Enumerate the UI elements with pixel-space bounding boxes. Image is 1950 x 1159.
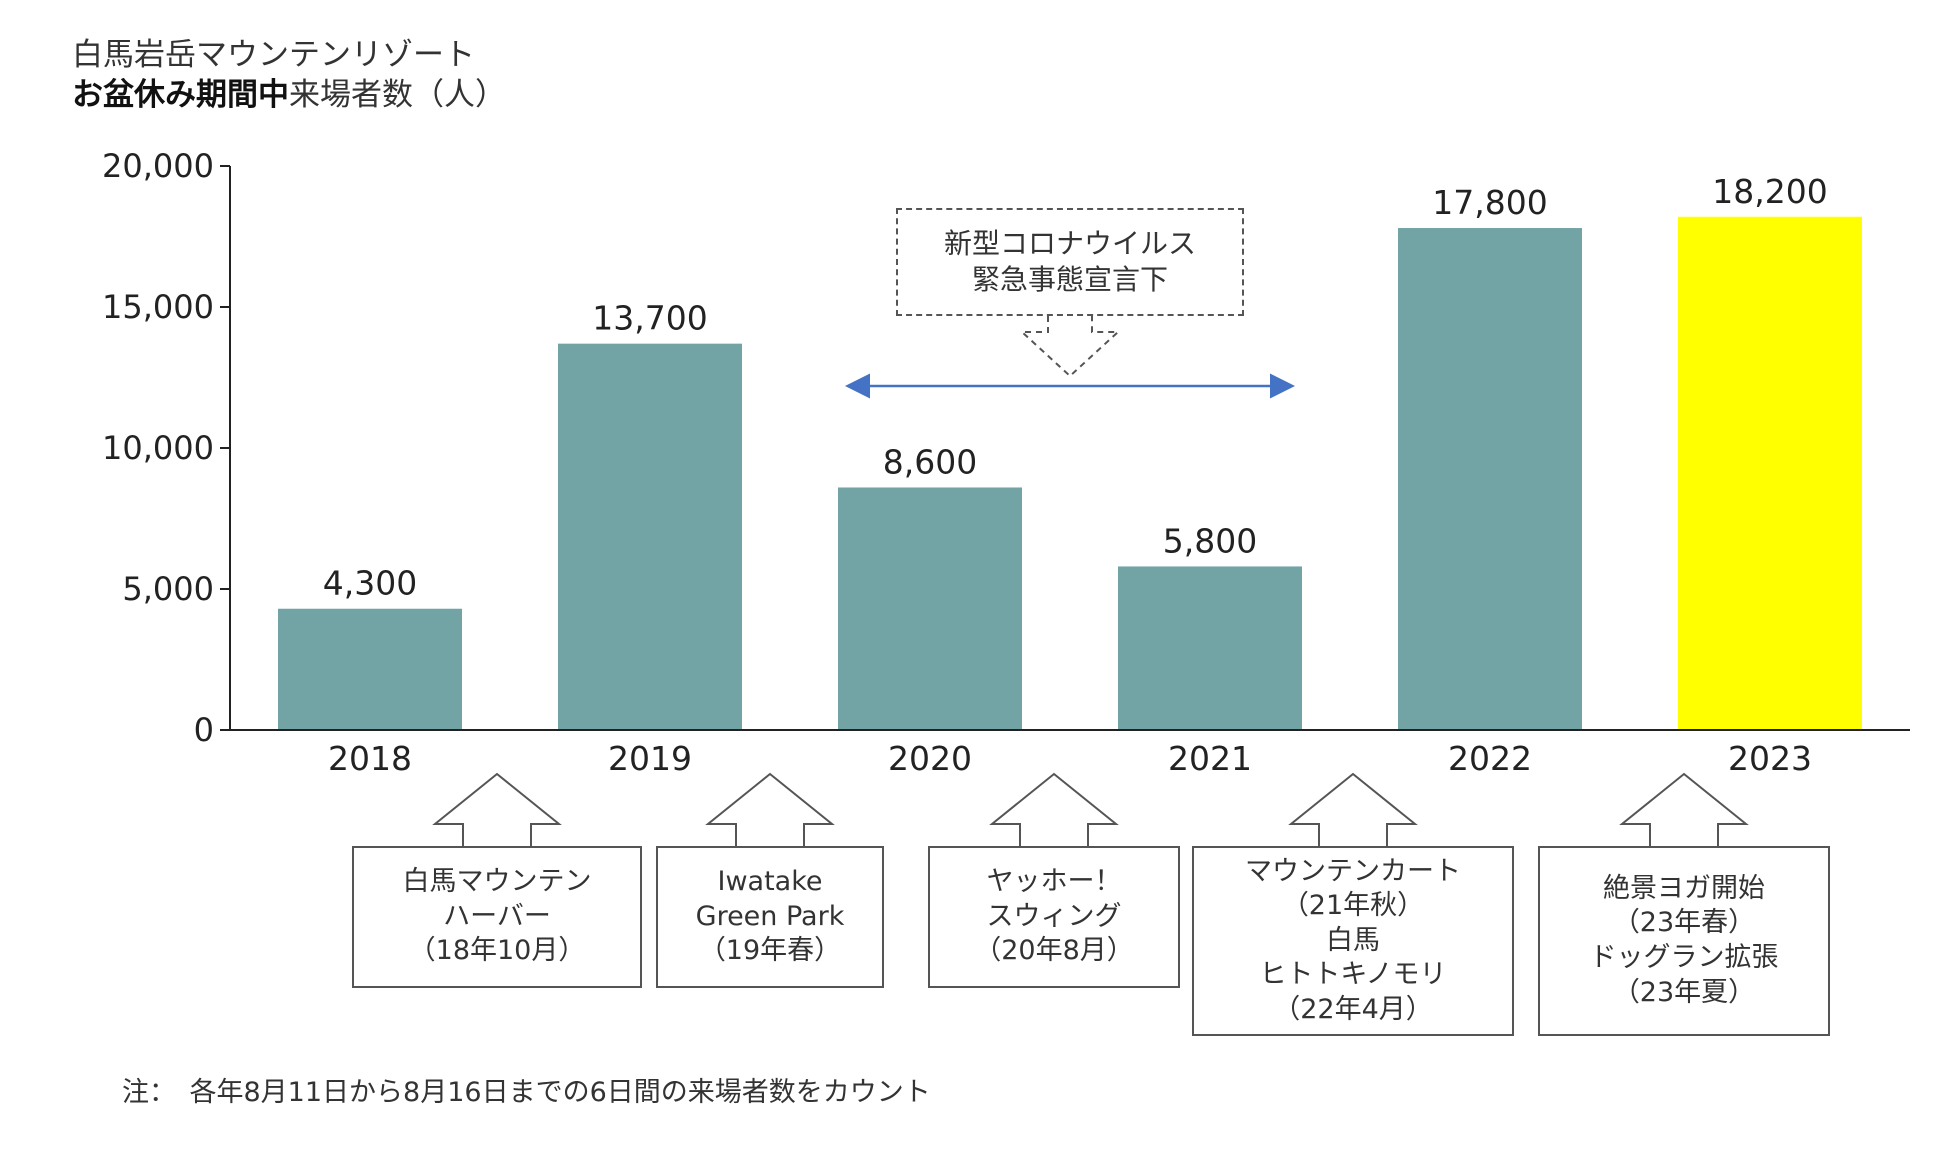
annotation-line: 絶景ヨガ開始 <box>1603 872 1765 904</box>
title-rest-part: 来場者数（人） <box>289 76 506 113</box>
y-tick-label: 15,000 <box>102 288 214 326</box>
annotation-line: （23年夏） <box>1612 976 1756 1008</box>
footnote: 注： 各年8月11日から8月16日までの6日間の来場者数をカウント <box>122 1077 931 1108</box>
annotation-arrow-2021 <box>1288 772 1418 848</box>
covid-span <box>845 316 1295 399</box>
annotation-arrow-2018 <box>432 772 562 848</box>
annotation-line: ハーバー <box>443 900 551 932</box>
x-tick-label-2023: 2023 <box>1728 739 1812 778</box>
annotation-arrow-2019 <box>705 772 835 848</box>
annotation-line: （22年4月） <box>1273 993 1433 1025</box>
bar-2020 <box>838 487 1022 730</box>
y-tick-label: 10,000 <box>102 429 214 467</box>
annotation-line: Iwatake <box>717 866 823 898</box>
title-line-1: 白馬岩岳マウンテンリゾート <box>72 37 475 73</box>
bar-2023 <box>1678 216 1862 730</box>
annotation-arrow-2022 <box>1619 772 1749 848</box>
chart-title: 白馬岩岳マウンテンリゾート お盆休み期間中来場者数（人） <box>72 36 506 115</box>
annotation-line: 白馬マウンテン <box>402 866 592 898</box>
annotation-line: （18年10月） <box>408 935 586 967</box>
y-tick-label: 20,000 <box>102 147 214 185</box>
x-tick-label-2020: 2020 <box>888 739 972 778</box>
annotation-arrow-2020 <box>989 772 1119 848</box>
covid-note-line-2: 緊急事態宣言下 <box>971 263 1168 296</box>
data-label-2021: 5,800 <box>1163 521 1257 560</box>
annotation-line: （23年春） <box>1612 907 1756 939</box>
x-tick-label-2018: 2018 <box>328 739 412 778</box>
x-axis: 2018 2019 2020 2021 2022 2023 <box>230 729 1910 778</box>
title-line-2: お盆休み期間中来場者数（人） <box>72 76 506 116</box>
annotation-line: （20年8月） <box>974 935 1134 967</box>
y-tick-label: 0 <box>194 711 214 749</box>
bars: 4,300 13,700 8,600 5,800 17,800 18,200 <box>278 172 1862 731</box>
annotation-line: スウィング <box>986 900 1122 932</box>
annotation-box-2022: 絶景ヨガ開始 （23年春） ドッグラン拡張 （23年夏） <box>1538 846 1830 1036</box>
data-label-2019: 13,700 <box>592 299 707 338</box>
x-tick-label-2021: 2021 <box>1168 739 1252 778</box>
covid-note-line-1: 新型コロナウイルス <box>943 226 1196 260</box>
covid-callout-arrow <box>1019 316 1121 378</box>
bar-2021 <box>1118 566 1302 730</box>
annotation-line: ヒトトキノモリ <box>1259 959 1447 991</box>
annotation-line: 白馬 <box>1326 924 1380 956</box>
annotation-line: ドッグラン拡張 <box>1589 942 1779 973</box>
covid-note-box: 新型コロナウイルス 緊急事態宣言下 <box>896 208 1244 316</box>
y-tick-label: 5,000 <box>122 570 214 608</box>
annotation-line: ヤッホー！ <box>986 866 1122 898</box>
annotation-box-2019: Iwatake Green Park （19年春） <box>656 846 884 988</box>
title-bold-part: お盆休み期間中 <box>72 76 289 113</box>
annotation-box-2018: 白馬マウンテン ハーバー （18年10月） <box>352 846 642 988</box>
annotation-line: マウンテンカート <box>1245 855 1461 887</box>
bar-2018 <box>278 608 462 730</box>
x-tick-label-2019: 2019 <box>608 739 692 778</box>
data-label-2018: 4,300 <box>323 564 417 603</box>
annotation-arrows <box>432 772 1749 848</box>
x-tick-label-2022: 2022 <box>1448 739 1532 778</box>
bar-2019 <box>558 343 742 730</box>
annotation-line: （19年春） <box>698 935 842 967</box>
y-axis: 0 5,000 10,000 15,000 20,000 <box>102 147 231 749</box>
data-label-2023: 18,200 <box>1712 172 1827 211</box>
bar-2022 <box>1398 228 1582 731</box>
annotation-box-2020: ヤッホー！ スウィング （20年8月） <box>928 846 1180 988</box>
data-label-2020: 8,600 <box>883 442 977 481</box>
data-label-2022: 17,800 <box>1432 183 1547 222</box>
annotation-line: （21年秋） <box>1281 890 1425 922</box>
annotation-line: Green Park <box>695 900 845 932</box>
annotation-box-2021: マウンテンカート （21年秋） 白馬 ヒトトキノモリ （22年4月） <box>1192 846 1514 1036</box>
